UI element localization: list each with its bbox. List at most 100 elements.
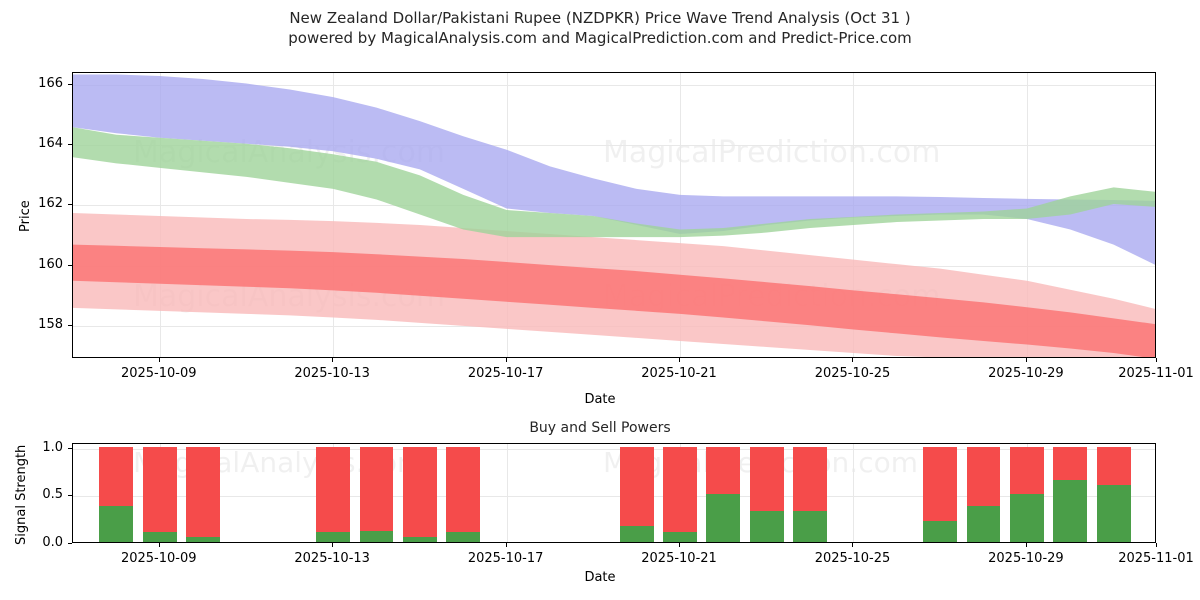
powers-ytick-label: 1.0 bbox=[42, 439, 63, 455]
power-bar[interactable] bbox=[99, 446, 134, 542]
band-green-wave-band bbox=[73, 127, 1155, 238]
price-xtick bbox=[1156, 358, 1157, 362]
page-title: New Zealand Dollar/Pakistani Rupee (NZDP… bbox=[0, 8, 1200, 48]
power-bar[interactable] bbox=[749, 446, 784, 542]
power-bar[interactable] bbox=[142, 446, 177, 542]
powers-y-axis-label: Signal Strength bbox=[14, 444, 29, 545]
power-bar[interactable] bbox=[663, 446, 697, 542]
powers-xtick bbox=[332, 543, 334, 547]
buy-power-segment bbox=[446, 531, 481, 542]
power-bar[interactable] bbox=[186, 446, 220, 542]
sell-power-segment bbox=[619, 446, 654, 526]
powers-xtick bbox=[1025, 543, 1027, 547]
price-wave-bands bbox=[73, 74, 1155, 357]
price-xtick bbox=[332, 358, 334, 362]
price-ytick bbox=[68, 144, 72, 146]
buy-power-segment bbox=[923, 521, 958, 542]
powers-subtitle: Buy and Sell Powers bbox=[529, 420, 671, 436]
power-bar[interactable] bbox=[1010, 446, 1044, 542]
sell-power-segment bbox=[446, 446, 481, 532]
price-ytick-label: 162 bbox=[38, 196, 63, 212]
price-x-axis-label: Date bbox=[584, 392, 616, 407]
buy-power-segment bbox=[793, 510, 828, 542]
price-xtick bbox=[852, 358, 854, 362]
powers-chart-panel: MagicalAnalysis.com MagicalPrediction.co… bbox=[72, 443, 1156, 543]
power-bar[interactable] bbox=[446, 446, 481, 542]
buy-power-segment bbox=[402, 537, 437, 542]
power-bar[interactable] bbox=[402, 446, 437, 542]
sell-power-segment bbox=[1053, 446, 1088, 481]
band-blue-upper-band bbox=[73, 74, 1155, 265]
sell-power-segment bbox=[749, 446, 784, 511]
powers-xtick-label: 2025-11-01 bbox=[1118, 551, 1194, 566]
sell-power-segment bbox=[402, 446, 437, 538]
power-bar[interactable] bbox=[793, 446, 828, 542]
powers-xtick-label: 2025-10-17 bbox=[467, 551, 544, 566]
buy-power-segment bbox=[1053, 480, 1088, 542]
sell-power-segment bbox=[142, 446, 177, 532]
power-bar[interactable] bbox=[619, 446, 654, 542]
price-xtick-label: 2025-10-13 bbox=[294, 366, 370, 381]
buy-power-segment bbox=[186, 537, 220, 542]
powers-x-axis-label: Date bbox=[584, 570, 616, 585]
buy-power-segment bbox=[706, 494, 741, 542]
powers-xtick bbox=[852, 543, 854, 547]
powers-xtick bbox=[1156, 543, 1157, 547]
powers-xtick bbox=[158, 543, 160, 547]
powers-xtick bbox=[679, 543, 681, 547]
price-chart-panel: MagicalAnalysis.com MagicalPrediction.co… bbox=[72, 72, 1156, 358]
buy-power-segment bbox=[663, 531, 697, 542]
price-ytick-label: 166 bbox=[38, 76, 63, 92]
powers-ytick-label: 0.0 bbox=[42, 535, 63, 550]
power-bar[interactable] bbox=[923, 446, 958, 542]
price-xtick-label: 2025-11-01 bbox=[1118, 366, 1194, 381]
price-xtick bbox=[679, 358, 681, 362]
powers-ytick bbox=[68, 543, 72, 544]
price-ytick bbox=[68, 264, 72, 266]
price-xtick-label: 2025-10-21 bbox=[641, 366, 717, 381]
power-bar[interactable] bbox=[706, 446, 741, 542]
sell-power-segment bbox=[1096, 446, 1131, 485]
sell-power-segment bbox=[706, 446, 741, 495]
powers-gridline-v bbox=[506, 444, 508, 542]
power-bar[interactable] bbox=[1053, 446, 1088, 542]
power-bar[interactable] bbox=[316, 446, 351, 542]
price-xtick bbox=[1025, 358, 1027, 362]
price-gridline-v bbox=[159, 73, 161, 357]
sell-power-segment bbox=[1010, 446, 1044, 495]
price-xtick bbox=[158, 358, 160, 362]
title-line-2: powered by MagicalAnalysis.com and Magic… bbox=[288, 29, 912, 47]
price-gridline-v bbox=[333, 73, 335, 357]
powers-xtick-label: 2025-10-29 bbox=[988, 551, 1064, 566]
buy-power-segment bbox=[966, 505, 1001, 542]
price-ytick bbox=[68, 324, 72, 326]
sell-power-segment bbox=[663, 446, 697, 532]
buy-power-segment bbox=[1010, 494, 1044, 542]
power-bar[interactable] bbox=[1096, 446, 1131, 542]
buy-power-segment bbox=[1096, 484, 1131, 542]
price-ytick bbox=[68, 84, 72, 86]
powers-gridline-h bbox=[73, 496, 1155, 498]
price-gridline-h bbox=[73, 85, 1155, 87]
sell-power-segment bbox=[359, 446, 394, 531]
powers-gridline-h bbox=[73, 448, 1155, 450]
price-xtick-label: 2025-10-09 bbox=[120, 366, 197, 381]
powers-ytick bbox=[68, 447, 72, 449]
buy-power-segment bbox=[749, 510, 784, 542]
powers-ytick-label: 0.5 bbox=[42, 487, 63, 503]
powers-ytick bbox=[68, 495, 72, 497]
power-bar[interactable] bbox=[966, 446, 1001, 542]
powers-xtick-label: 2025-10-09 bbox=[120, 551, 197, 566]
powers-xtick bbox=[505, 543, 507, 547]
power-bar[interactable] bbox=[359, 446, 394, 542]
buy-power-segment bbox=[99, 505, 134, 542]
buy-power-segment bbox=[359, 530, 394, 542]
powers-gridline-v bbox=[853, 444, 855, 542]
price-ytick bbox=[68, 204, 72, 206]
powers-xtick-label: 2025-10-25 bbox=[814, 551, 891, 566]
price-xtick-label: 2025-10-29 bbox=[988, 366, 1064, 381]
price-gridline-h bbox=[73, 145, 1155, 147]
sell-power-segment bbox=[966, 446, 1001, 506]
buy-power-segment bbox=[316, 531, 351, 542]
title-line-1: New Zealand Dollar/Pakistani Rupee (NZDP… bbox=[289, 9, 911, 27]
